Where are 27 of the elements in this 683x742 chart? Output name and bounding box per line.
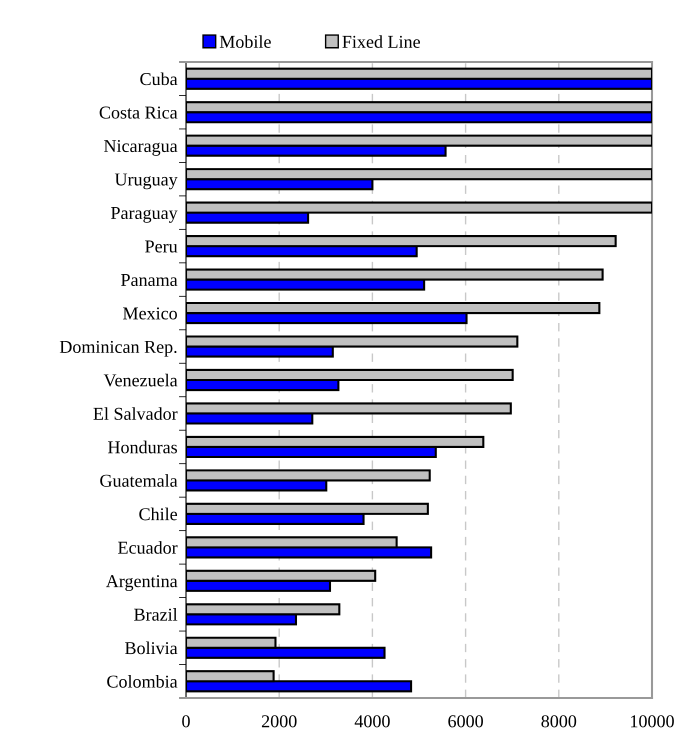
x-tick-label: 6000 <box>448 715 483 728</box>
x-tick-label: 2000 <box>262 715 297 728</box>
y-tick-label: Costa Rica <box>100 106 178 119</box>
y-tick-label: Cuba <box>140 72 178 86</box>
y-tick-label: Colombia <box>107 675 178 688</box>
y-tick-label: Bolivia <box>125 642 178 654</box>
y-tick-label: Dominican Rep. <box>60 340 176 357</box>
x-tick-label: 4000 <box>354 715 390 728</box>
y-tick-label: Ecuador <box>118 541 178 554</box>
y-tick-label: Chile <box>139 508 178 520</box>
y-tick-label: Paraguay <box>111 207 178 223</box>
legend-label: Mobile <box>220 35 271 48</box>
x-tick-label: 8000 <box>541 715 576 728</box>
x-tick-label: 10000 <box>631 715 674 728</box>
y-tick-label: Mexico <box>123 307 177 320</box>
y-tick-label: Nicaragua <box>104 140 178 156</box>
y-tick-label: Honduras <box>108 440 178 454</box>
y-tick-label: Brazil <box>134 608 178 621</box>
y-tick-label: Peru <box>145 240 178 253</box>
x-tick-label: 0 <box>182 715 190 728</box>
y-tick-label: Argentina <box>106 575 178 591</box>
y-tick-label: El Salvador <box>93 407 178 420</box>
y-tick-label: Uruguay <box>114 174 178 190</box>
y-tick-label: Venezuela <box>104 374 178 387</box>
legend-label: Fixed Line <box>342 35 420 48</box>
y-tick-label: Guatemala <box>100 474 178 487</box>
y-tick-label: Panama <box>121 274 178 286</box>
